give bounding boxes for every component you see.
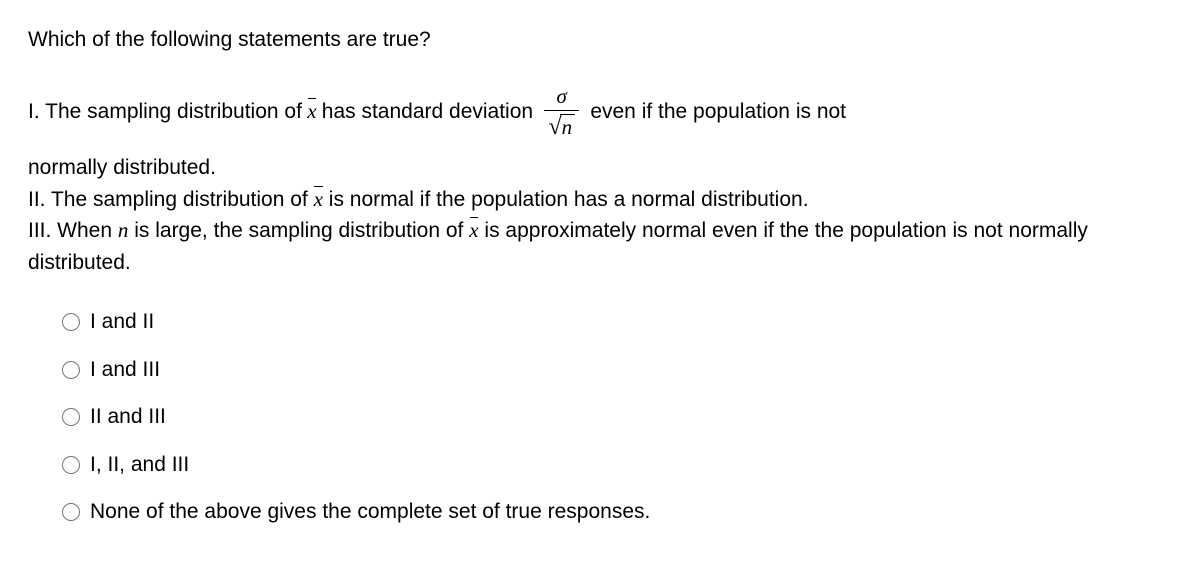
option-a-radio[interactable] — [62, 313, 80, 331]
statement-2-suffix: is normal if the population has a normal… — [329, 188, 809, 211]
question-prompt: Which of the following statements are tr… — [28, 24, 1155, 56]
n-var-symbol: n — [118, 218, 129, 242]
xbar-symbol: x — [314, 184, 323, 216]
xbar-symbol: x — [469, 215, 478, 247]
option-c-radio[interactable] — [62, 408, 80, 426]
statement-1-line1: I. The sampling distribution of x has st… — [28, 84, 1155, 141]
option-e[interactable]: None of the above gives the complete set… — [62, 496, 1155, 528]
option-d-label: I, II, and III — [90, 449, 189, 481]
fraction-numerator: σ — [544, 84, 579, 111]
radicand-n: n — [560, 114, 576, 139]
statement-1-suffix: even if the population is not — [590, 96, 846, 128]
statement-3-prefix: III. When — [28, 219, 112, 242]
statement-1-mid: has standard deviation — [322, 96, 533, 128]
option-a-label: I and II — [90, 306, 154, 338]
statements-continued: normally distributed. II. The sampling d… — [28, 152, 1155, 278]
statements-block: I. The sampling distribution of x has st… — [28, 84, 1155, 279]
statement-3-mid: is large, the sampling distribution of — [134, 219, 463, 242]
sqrt-n: √ n — [548, 113, 575, 141]
statement-2-prefix: II. The sampling distribution of — [28, 188, 308, 211]
fraction-sigma-over-sqrt-n: σ √ n — [544, 84, 579, 141]
statement-1-cont: normally distributed. — [28, 156, 216, 179]
options-list: I and II I and III II and III I, II, and… — [28, 306, 1155, 528]
option-b[interactable]: I and III — [62, 354, 1155, 386]
option-c[interactable]: II and III — [62, 401, 1155, 433]
statement-1-prefix: I. The sampling distribution of — [28, 96, 302, 128]
option-b-radio[interactable] — [62, 361, 80, 379]
option-a[interactable]: I and II — [62, 306, 1155, 338]
xbar-symbol: x — [307, 96, 316, 128]
option-d-radio[interactable] — [62, 456, 80, 474]
option-b-label: I and III — [90, 354, 160, 386]
option-e-radio[interactable] — [62, 503, 80, 521]
option-d[interactable]: I, II, and III — [62, 449, 1155, 481]
option-e-label: None of the above gives the complete set… — [90, 496, 650, 528]
fraction-denominator: √ n — [544, 111, 579, 141]
option-c-label: II and III — [90, 401, 166, 433]
